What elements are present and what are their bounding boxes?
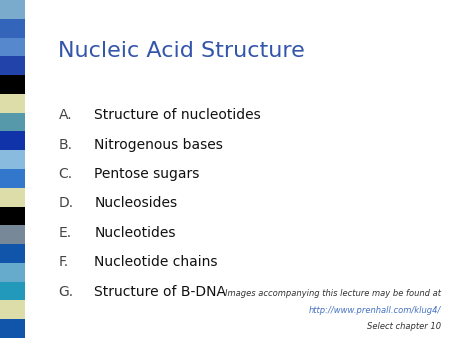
Text: Nucleosides: Nucleosides [94, 196, 178, 210]
Text: Images accompanying this lecture may be found at: Images accompanying this lecture may be … [225, 289, 441, 298]
Text: C.: C. [58, 167, 72, 181]
Text: Nucleic Acid Structure: Nucleic Acid Structure [58, 41, 305, 61]
Text: E.: E. [58, 226, 72, 240]
Text: B.: B. [58, 138, 72, 151]
Text: Nucleotide chains: Nucleotide chains [94, 255, 218, 269]
Text: Structure of nucleotides: Structure of nucleotides [94, 108, 261, 122]
Text: G.: G. [58, 285, 74, 298]
Text: D.: D. [58, 196, 74, 210]
Text: Nucleotides: Nucleotides [94, 226, 176, 240]
Text: F.: F. [58, 255, 68, 269]
Text: Select chapter 10: Select chapter 10 [367, 322, 441, 331]
Text: http://www.prenhall.com/klug4/: http://www.prenhall.com/klug4/ [309, 306, 441, 315]
Text: A.: A. [58, 108, 72, 122]
Text: Structure of B-DNA: Structure of B-DNA [94, 285, 226, 298]
Text: Pentose sugars: Pentose sugars [94, 167, 200, 181]
Text: Nitrogenous bases: Nitrogenous bases [94, 138, 223, 151]
